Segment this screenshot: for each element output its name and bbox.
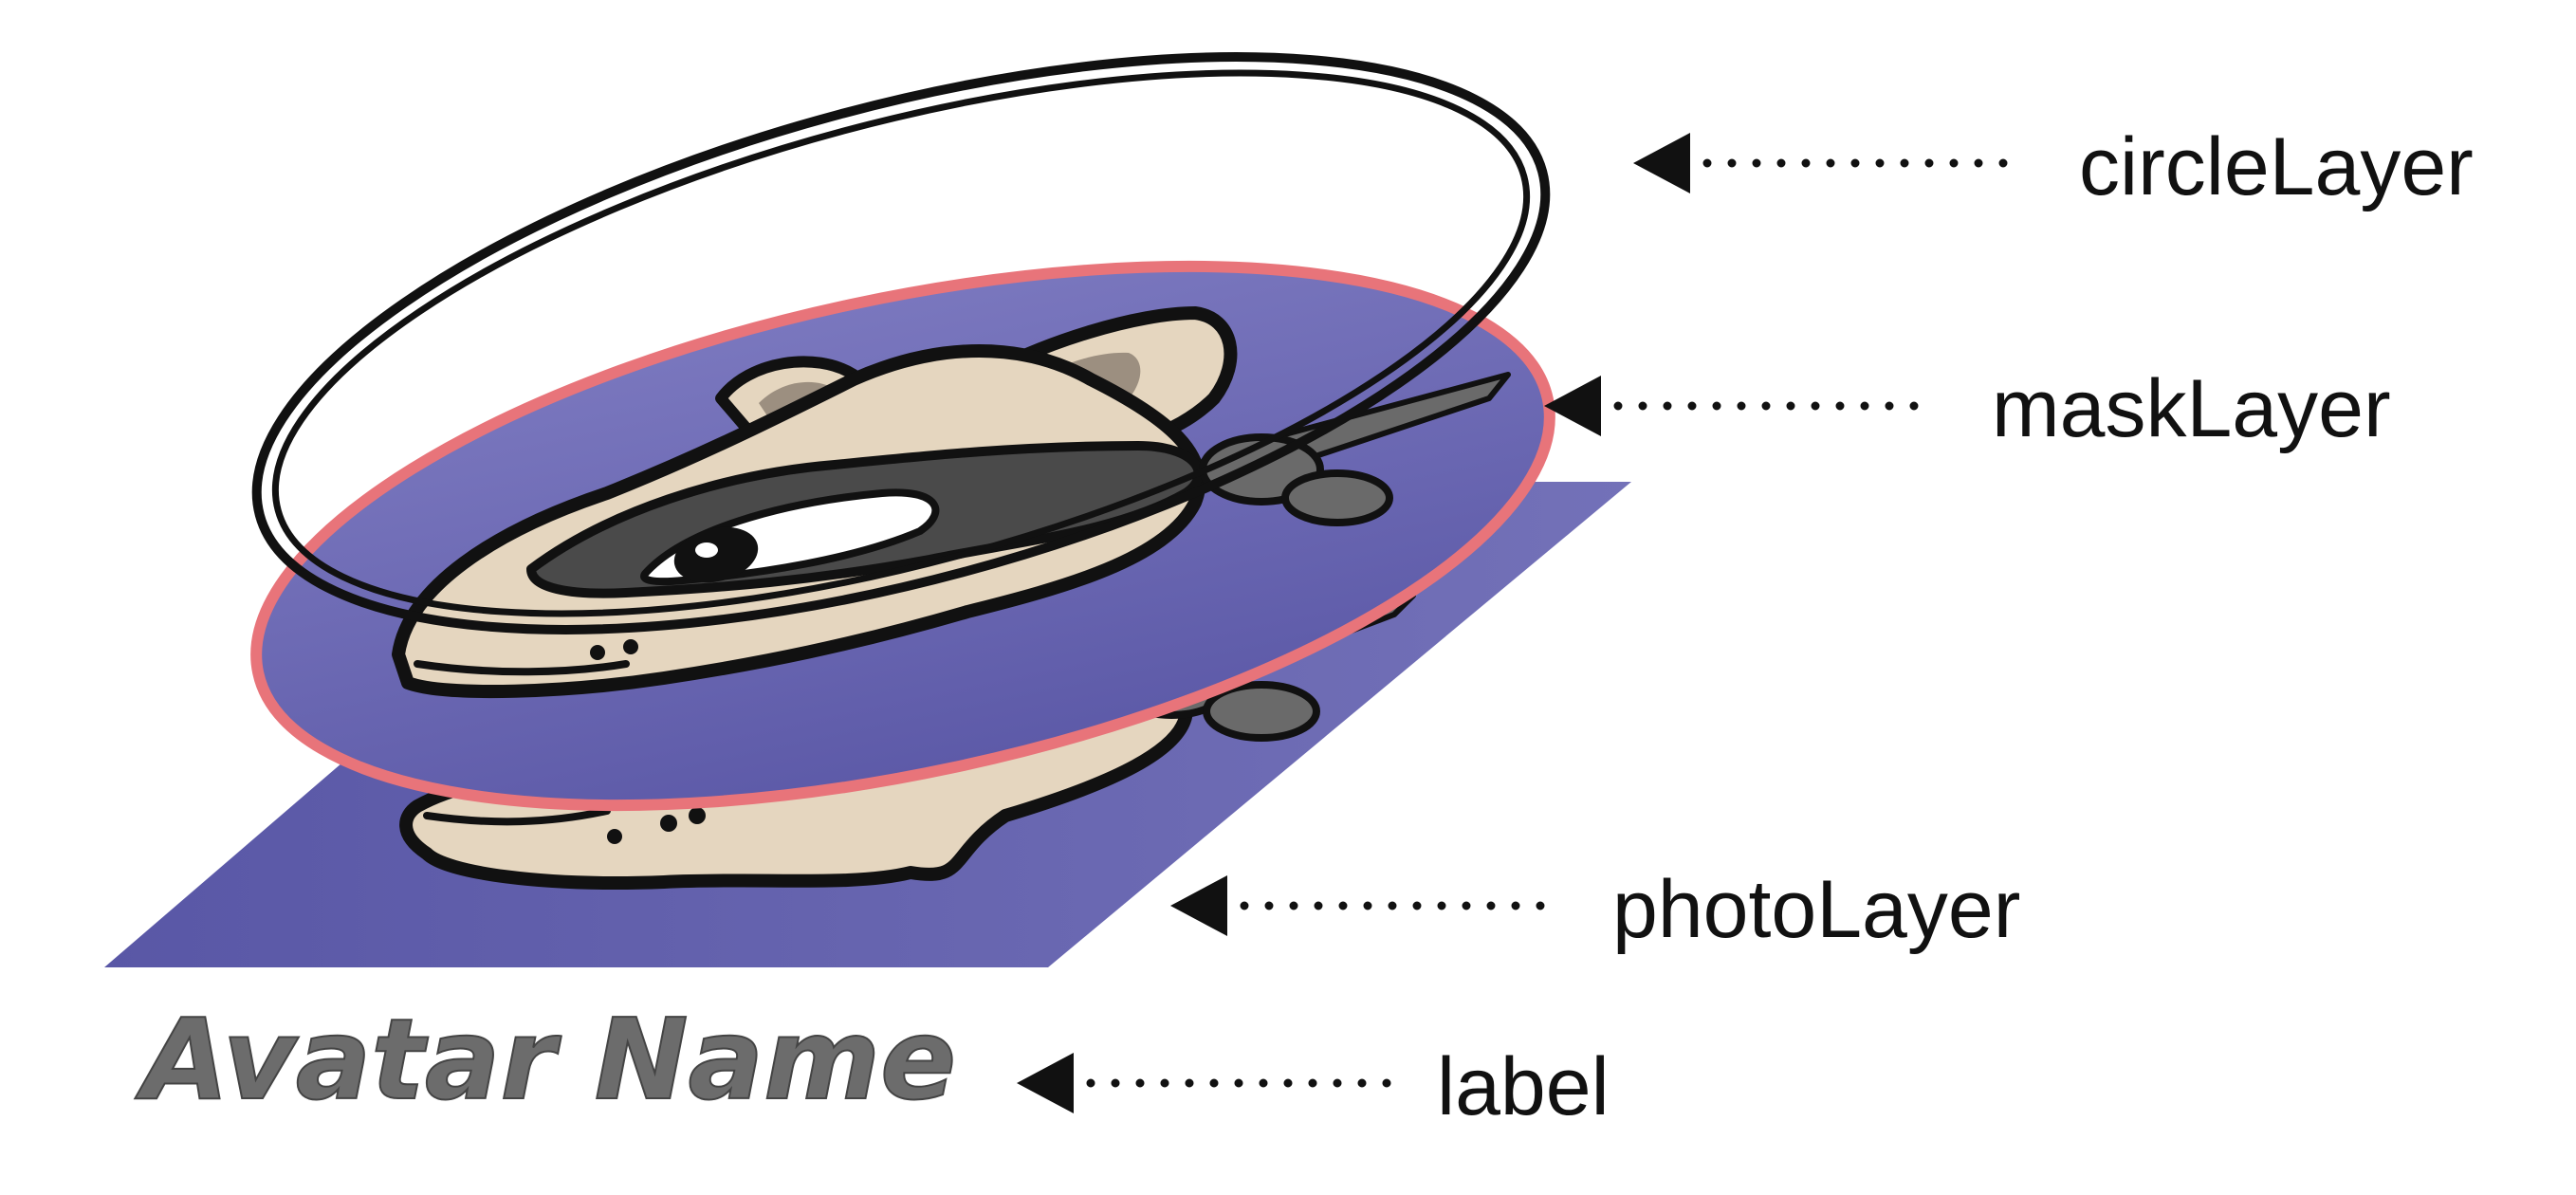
photo-freckle-icon bbox=[607, 829, 622, 844]
arrow-left-icon bbox=[1544, 376, 1601, 436]
label-layer: Avatar Name bbox=[134, 993, 957, 1126]
circle-layer bbox=[251, 52, 1551, 634]
mask-layer-pointer bbox=[1544, 376, 1928, 436]
photo-freckle-icon bbox=[660, 815, 677, 832]
mask-layer bbox=[250, 260, 1555, 812]
label-pointer bbox=[1017, 1053, 1399, 1113]
circle-layer-ring-inner bbox=[271, 69, 1531, 617]
photo-layer-pointer bbox=[1170, 875, 1553, 936]
avatar-name-label: Avatar Name bbox=[135, 994, 956, 1125]
arrow-left-icon bbox=[1170, 875, 1227, 936]
mask-layer-label: maskLayer bbox=[1992, 363, 2391, 454]
photo-mouth-icon bbox=[423, 807, 611, 826]
photo-freckle-icon bbox=[689, 807, 706, 824]
arrow-left-icon bbox=[1633, 133, 1690, 193]
label-layer-label: label bbox=[1437, 1041, 1610, 1132]
photo-layer-label: photoLayer bbox=[1612, 864, 2020, 955]
arrow-left-icon bbox=[1017, 1053, 1074, 1113]
circle-layer-label: circleLayer bbox=[2079, 121, 2474, 212]
circle-layer-pointer bbox=[1633, 133, 2020, 193]
circle-layer-ring-outer bbox=[251, 52, 1551, 634]
